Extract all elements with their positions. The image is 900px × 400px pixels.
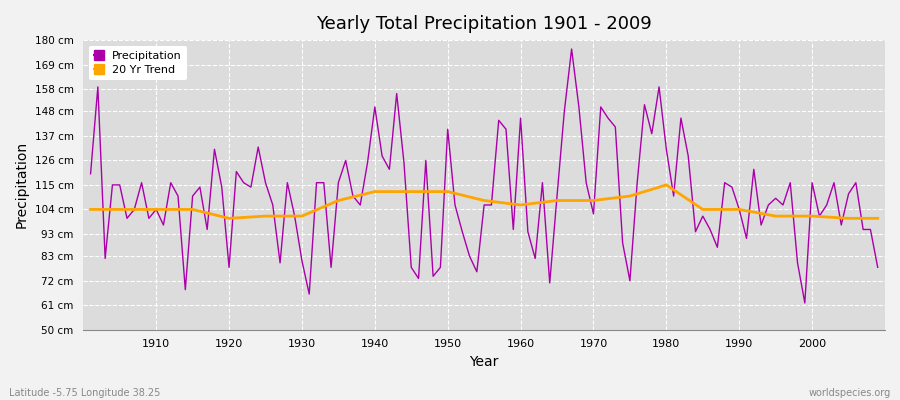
Precipitation [508,227,518,232]
Precipitation [86,171,96,176]
20 Yr Trend [260,214,271,218]
Precipitation [566,47,577,52]
20 Yr Trend [843,216,854,221]
20 Yr Trend [479,198,490,203]
20 Yr Trend [86,207,96,212]
Line: 20 Yr Trend: 20 Yr Trend [91,185,878,218]
20 Yr Trend [296,214,307,218]
20 Yr Trend [552,198,562,203]
Precipitation [515,116,526,120]
Y-axis label: Precipitation: Precipitation [15,141,29,228]
20 Yr Trend [151,207,162,212]
Precipitation [347,194,358,198]
Title: Yearly Total Precipitation 1901 - 2009: Yearly Total Precipitation 1901 - 2009 [316,15,652,33]
Text: worldspecies.org: worldspecies.org [809,388,891,398]
20 Yr Trend [806,214,817,218]
20 Yr Trend [442,189,453,194]
X-axis label: Year: Year [470,355,499,369]
20 Yr Trend [333,198,344,203]
Precipitation [799,300,810,305]
20 Yr Trend [515,202,526,207]
20 Yr Trend [406,189,417,194]
20 Yr Trend [770,214,781,218]
Line: Precipitation: Precipitation [91,49,878,303]
Legend: Precipitation, 20 Yr Trend: Precipitation, 20 Yr Trend [89,46,187,80]
20 Yr Trend [187,207,198,212]
Precipitation [304,292,315,296]
20 Yr Trend [872,216,883,221]
Text: Latitude -5.75 Longitude 38.25: Latitude -5.75 Longitude 38.25 [9,388,160,398]
20 Yr Trend [369,189,380,194]
20 Yr Trend [661,182,671,187]
20 Yr Trend [625,194,635,198]
Precipitation [872,265,883,270]
20 Yr Trend [734,207,744,212]
Precipitation [143,216,154,221]
20 Yr Trend [588,198,598,203]
20 Yr Trend [223,216,234,221]
20 Yr Trend [698,207,708,212]
Precipitation [610,124,621,129]
